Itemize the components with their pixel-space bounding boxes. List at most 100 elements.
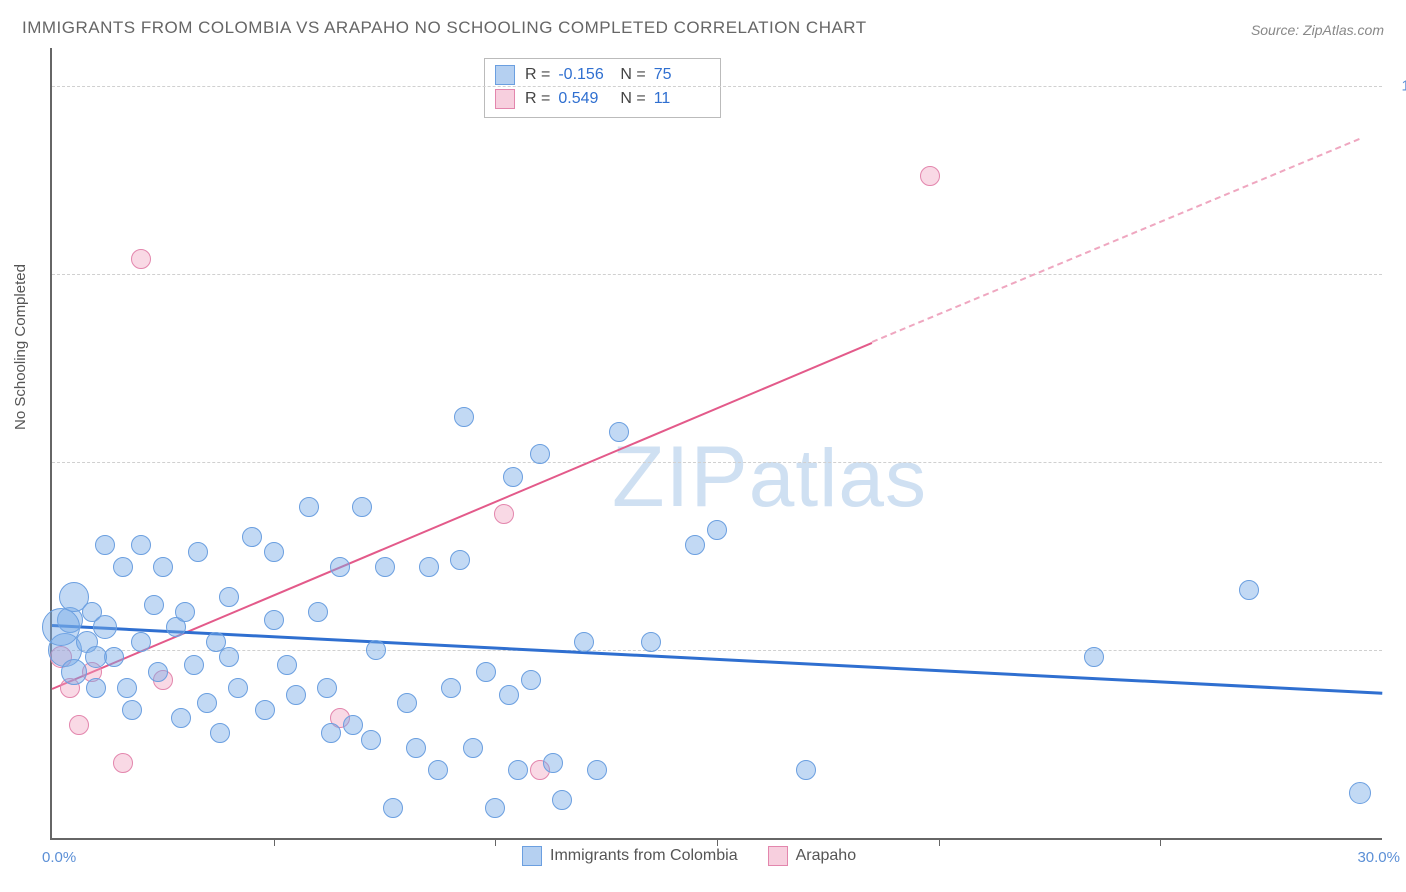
legend-label-blue: Immigrants from Colombia bbox=[550, 847, 738, 865]
data-point bbox=[1349, 782, 1371, 804]
data-point bbox=[406, 738, 426, 758]
data-point bbox=[450, 550, 470, 570]
data-point bbox=[255, 700, 275, 720]
data-point bbox=[117, 678, 137, 698]
data-point bbox=[148, 662, 168, 682]
correlation-stats-box: R = -0.156 N = 75 R = 0.549 N = 11 bbox=[484, 58, 721, 118]
data-point bbox=[920, 166, 940, 186]
data-point bbox=[361, 730, 381, 750]
data-point bbox=[419, 557, 439, 577]
data-point bbox=[299, 497, 319, 517]
data-point bbox=[574, 632, 594, 652]
data-point bbox=[366, 640, 386, 660]
stats-row-blue: R = -0.156 N = 75 bbox=[495, 63, 706, 87]
data-point bbox=[508, 760, 528, 780]
x-axis-min: 0.0% bbox=[42, 849, 76, 866]
swatch-blue-icon bbox=[495, 65, 515, 85]
data-point bbox=[707, 520, 727, 540]
data-point bbox=[219, 587, 239, 607]
trend-line bbox=[872, 138, 1360, 343]
swatch-blue-icon bbox=[522, 846, 542, 866]
data-point bbox=[397, 693, 417, 713]
data-point bbox=[1239, 580, 1259, 600]
source-attribution: Source: ZipAtlas.com bbox=[1251, 22, 1384, 38]
data-point bbox=[494, 504, 514, 524]
data-point bbox=[86, 678, 106, 698]
data-point bbox=[131, 632, 151, 652]
stats-row-pink: R = 0.549 N = 11 bbox=[495, 87, 706, 111]
data-point bbox=[521, 670, 541, 690]
data-point bbox=[463, 738, 483, 758]
scatter-plot: ZIPatlas R = -0.156 N = 75 R = 0.549 N =… bbox=[50, 48, 1382, 840]
data-point bbox=[1084, 647, 1104, 667]
n-value-blue: 75 bbox=[654, 66, 706, 84]
gridline bbox=[52, 650, 1382, 651]
legend-item-blue: Immigrants from Colombia bbox=[522, 846, 738, 866]
data-point bbox=[122, 700, 142, 720]
r-label: R = bbox=[525, 90, 550, 108]
n-label: N = bbox=[620, 90, 645, 108]
data-point bbox=[175, 602, 195, 622]
data-point bbox=[552, 790, 572, 810]
data-point bbox=[485, 798, 505, 818]
data-point bbox=[188, 542, 208, 562]
data-point bbox=[383, 798, 403, 818]
source-label: Source: bbox=[1251, 22, 1299, 38]
data-point bbox=[85, 646, 107, 668]
data-point bbox=[264, 542, 284, 562]
data-point bbox=[476, 662, 496, 682]
n-label: N = bbox=[620, 66, 645, 84]
data-point bbox=[42, 608, 80, 646]
data-point bbox=[587, 760, 607, 780]
data-point bbox=[317, 678, 337, 698]
data-point bbox=[321, 723, 341, 743]
x-tick bbox=[495, 838, 496, 846]
n-value-pink: 11 bbox=[654, 90, 706, 108]
data-point bbox=[113, 753, 133, 773]
data-point bbox=[184, 655, 204, 675]
data-point bbox=[503, 467, 523, 487]
data-point bbox=[210, 723, 230, 743]
data-point bbox=[242, 527, 262, 547]
x-tick bbox=[939, 838, 940, 846]
r-label: R = bbox=[525, 66, 550, 84]
swatch-pink-icon bbox=[495, 89, 515, 109]
data-point bbox=[352, 497, 372, 517]
series-legend: Immigrants from Colombia Arapaho bbox=[522, 846, 856, 866]
y-tick-label: 10.0% bbox=[1401, 77, 1406, 94]
swatch-pink-icon bbox=[768, 846, 788, 866]
data-point bbox=[641, 632, 661, 652]
data-point bbox=[441, 678, 461, 698]
data-point bbox=[609, 422, 629, 442]
data-point bbox=[286, 685, 306, 705]
gridline bbox=[52, 274, 1382, 275]
source-value: ZipAtlas.com bbox=[1303, 22, 1384, 38]
gridline bbox=[52, 86, 1382, 87]
data-point bbox=[131, 535, 151, 555]
data-point bbox=[69, 715, 89, 735]
x-axis-max: 30.0% bbox=[1357, 849, 1400, 866]
x-tick bbox=[1160, 838, 1161, 846]
legend-label-pink: Arapaho bbox=[796, 847, 857, 865]
y-axis-label: No Schooling Completed bbox=[12, 264, 29, 430]
data-point bbox=[113, 557, 133, 577]
data-point bbox=[171, 708, 191, 728]
data-point bbox=[131, 249, 151, 269]
data-point bbox=[197, 693, 217, 713]
chart-title: IMMIGRANTS FROM COLOMBIA VS ARAPAHO NO S… bbox=[22, 18, 867, 38]
watermark: ZIPatlas bbox=[612, 428, 927, 527]
data-point bbox=[454, 407, 474, 427]
r-value-blue: -0.156 bbox=[558, 66, 610, 84]
data-point bbox=[153, 557, 173, 577]
data-point bbox=[330, 557, 350, 577]
data-point bbox=[343, 715, 363, 735]
x-tick bbox=[274, 838, 275, 846]
data-point bbox=[277, 655, 297, 675]
data-point bbox=[61, 659, 87, 685]
x-tick bbox=[717, 838, 718, 846]
trend-line bbox=[52, 624, 1382, 695]
data-point bbox=[219, 647, 239, 667]
data-point bbox=[308, 602, 328, 622]
data-point bbox=[796, 760, 816, 780]
data-point bbox=[228, 678, 248, 698]
